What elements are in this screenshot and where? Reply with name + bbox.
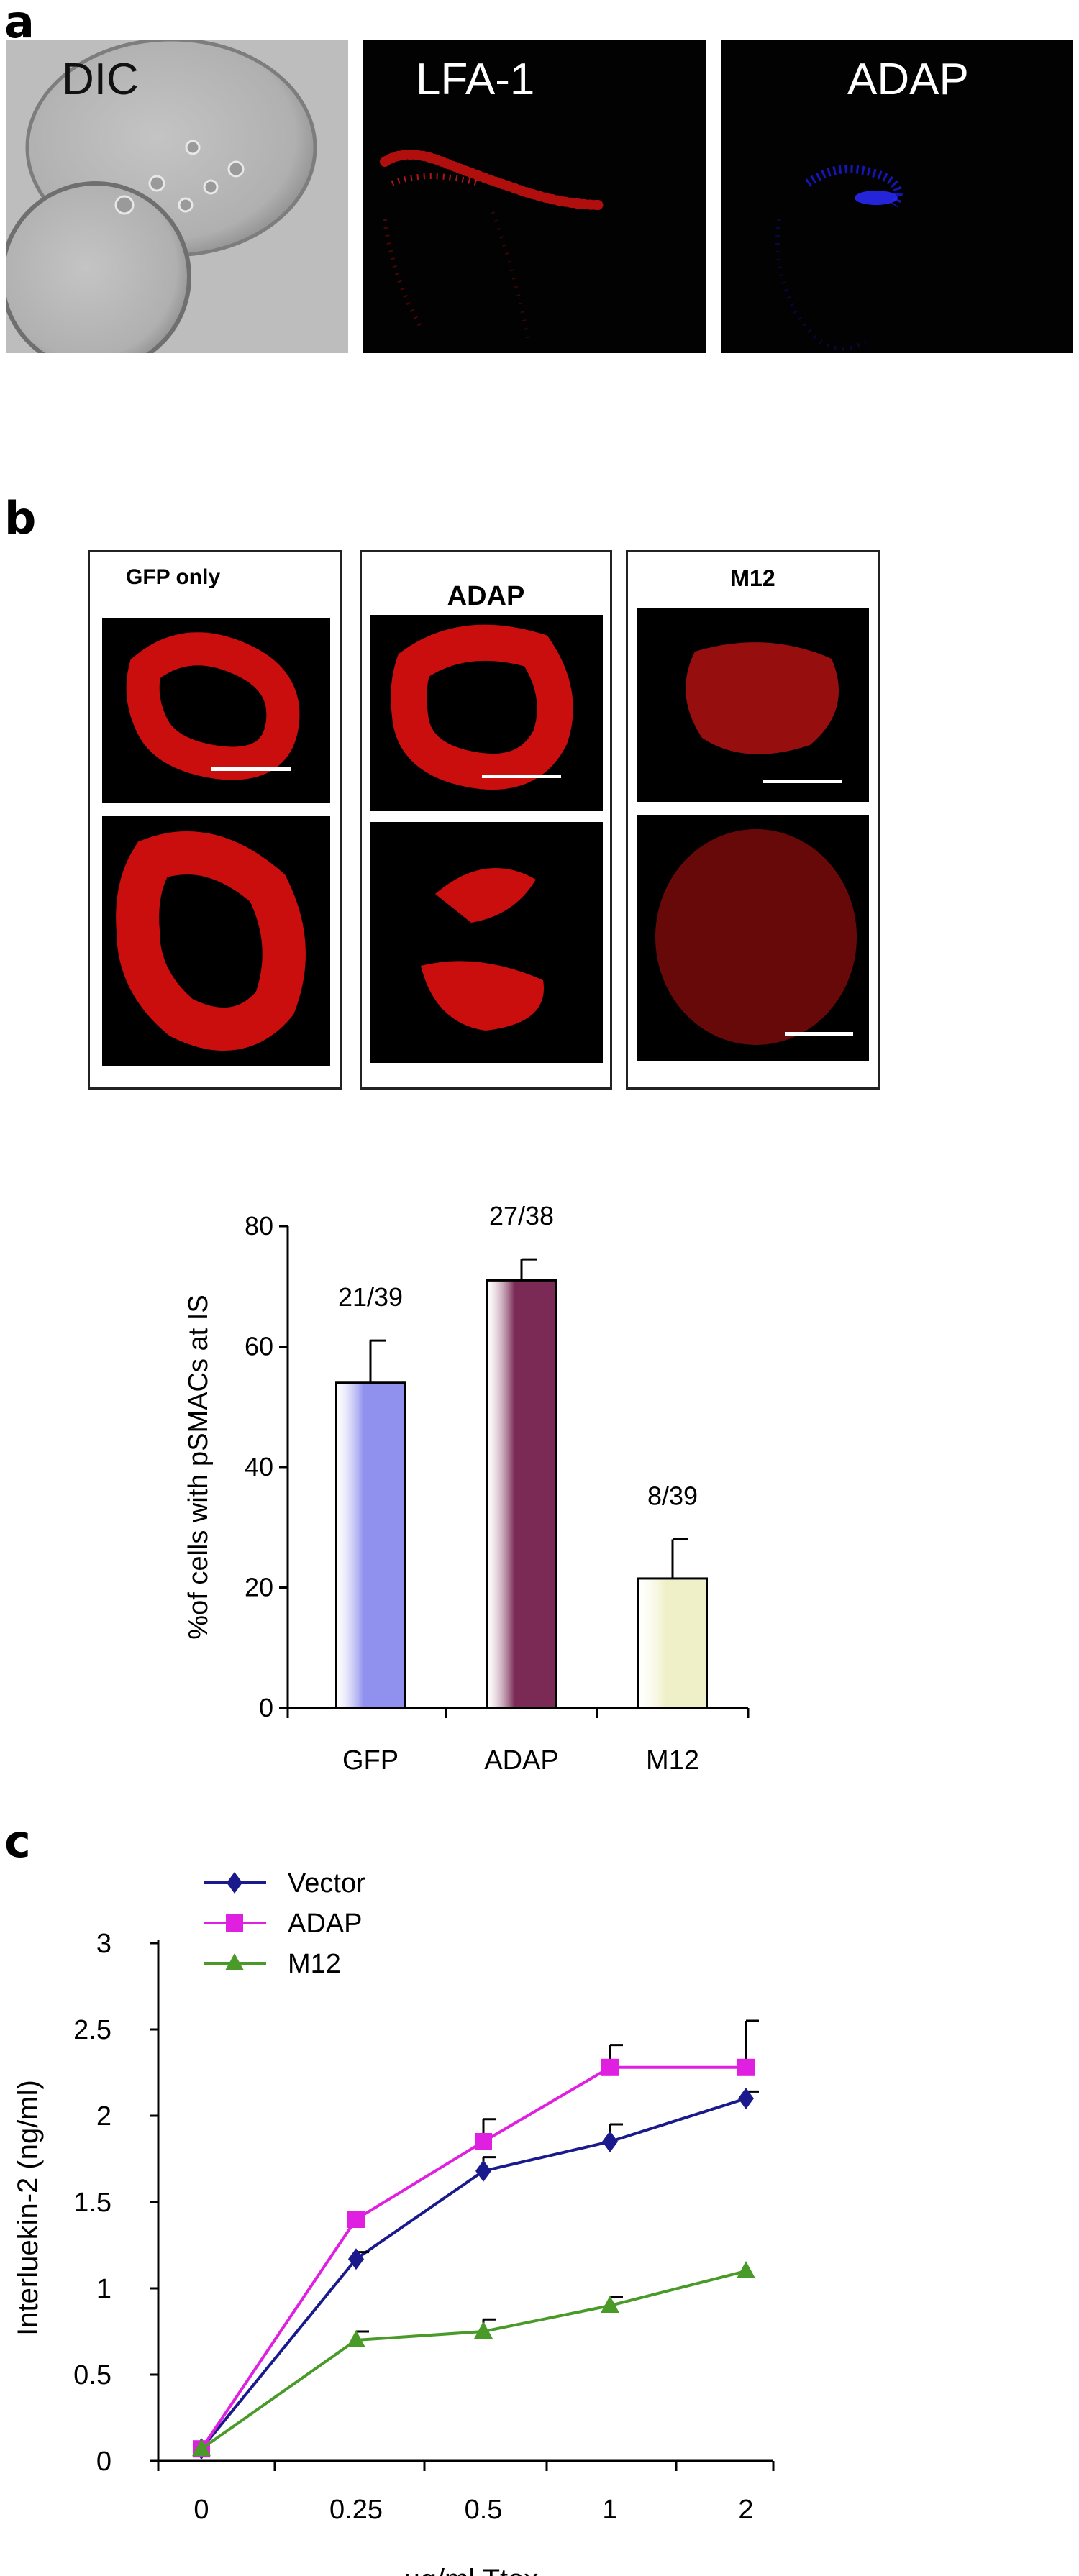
- point-vector: [602, 2131, 618, 2152]
- dic-image: [6, 40, 348, 353]
- scale-bar: [211, 767, 291, 771]
- y-tick-label: 1.5: [73, 2188, 111, 2218]
- legend-label-m12: M12: [288, 1949, 341, 1979]
- lfa1-label: LFA-1: [416, 55, 535, 104]
- bar-m12: [637, 1577, 708, 1709]
- adap-frame: ADAP: [360, 550, 612, 1090]
- legend-marker-adap: [226, 1914, 243, 1932]
- adap-signal-bottom: [421, 868, 544, 1031]
- y-tick-label: 2.5: [73, 2015, 111, 2045]
- y-tick-label: 80: [245, 1211, 273, 1241]
- point-adap: [475, 2133, 492, 2150]
- x-tick-label: GFP: [342, 1745, 399, 1776]
- y-tick-label: 0: [259, 1693, 273, 1722]
- panel-c-letter: c: [4, 1815, 31, 1868]
- x-tick-label: 0.25: [329, 2495, 383, 2525]
- gfp-only-image-top: [102, 618, 330, 803]
- dic-label: DIC: [62, 55, 139, 104]
- gfp-only-signal-bottom: [116, 831, 306, 1051]
- bar-annotation: 21/39: [338, 1282, 403, 1312]
- m12-title: M12: [730, 565, 775, 591]
- y-tick-label: 40: [245, 1452, 273, 1481]
- bar-chart: 0 20 40 60 80 %of cells with pSMACs at IS 21/3…: [183, 1201, 750, 1776]
- lfa1-signal-drawing: [363, 40, 706, 353]
- legend-marker-m12: [225, 1953, 244, 1970]
- x-tick-label: 2: [738, 2495, 753, 2525]
- bar-annotation: 27/38: [489, 1201, 554, 1230]
- point-m12: [347, 2330, 365, 2347]
- bar-gfp: [335, 1381, 406, 1709]
- x-tick-label: 0.5: [465, 2495, 503, 2525]
- gfp-only-signal-top: [126, 632, 300, 780]
- legend-label-vector: Vector: [288, 1868, 365, 1899]
- line-chart: 0 0.5 1 1.5 2 2.5 3 0 0.25 0.5 1 2 µg/ml Ttox Interlu…: [12, 1868, 775, 2576]
- gfp-only-image-bottom: [102, 816, 330, 1066]
- adap-image: [721, 40, 1073, 353]
- m12-signal-top: [686, 642, 839, 754]
- scale-bar: [482, 775, 561, 778]
- y-tick-label: 3: [96, 1929, 111, 1959]
- point-adap: [347, 2211, 365, 2228]
- point-vector: [738, 2088, 754, 2109]
- adap-image-bottom: [370, 822, 603, 1063]
- x-tick-label: 0: [194, 2495, 209, 2525]
- gfp-only-frame: GFP only: [88, 550, 342, 1090]
- y-axis-label: Interluekin-2 (ng/ml): [12, 2080, 44, 2336]
- point-vector: [348, 2248, 364, 2270]
- x-tick-label: ADAP: [484, 1745, 558, 1776]
- y-tick-label: 0.5: [73, 2360, 111, 2390]
- point-m12: [474, 2321, 493, 2339]
- x-axis-label: µg/ml Ttox: [404, 2564, 539, 2576]
- x-tick-label: 1: [602, 2495, 617, 2525]
- y-tick-label: 0: [96, 2447, 111, 2477]
- m12-image-bottom: [637, 815, 869, 1061]
- series-line-m12: [200, 2270, 747, 2450]
- point-adap: [737, 2058, 755, 2076]
- y-tick-label: 1: [96, 2274, 111, 2304]
- y-tick-label: 2: [96, 2101, 111, 2132]
- bar-annotation: 8/39: [647, 1481, 698, 1511]
- point-adap: [601, 2058, 619, 2076]
- y-axis-label: %of cells with pSMACs at IS: [183, 1294, 214, 1639]
- panel-b-letter: b: [4, 492, 37, 544]
- adap-label: ADAP: [847, 55, 969, 104]
- bar-adap: [486, 1279, 557, 1709]
- x-tick-label: M12: [646, 1745, 699, 1776]
- scale-bar: [763, 780, 842, 783]
- point-m12: [192, 2439, 211, 2457]
- point-m12: [737, 2261, 755, 2278]
- point-vector: [475, 2160, 491, 2182]
- gfp-only-title: GFP only: [126, 565, 221, 589]
- point-m12: [601, 2296, 619, 2313]
- adap-signal-drawing: [721, 40, 1073, 353]
- scale-bar: [785, 1032, 853, 1036]
- m12-image-top: [637, 608, 869, 802]
- y-tick-label: 60: [245, 1332, 273, 1361]
- y-tick-label: 20: [245, 1573, 273, 1602]
- series-line-vector: [200, 2097, 747, 2450]
- adap-image-top: [370, 615, 603, 811]
- lfa1-image: [363, 40, 706, 353]
- m12-frame: M12: [626, 550, 880, 1090]
- adap-title: ADAP: [447, 581, 525, 611]
- legend-label-adap: ADAP: [288, 1909, 362, 1939]
- panel-a-letter: a: [4, 0, 35, 48]
- dic-cells-drawing: [6, 40, 348, 353]
- legend-marker-vector: [227, 1872, 242, 1894]
- adap-signal-top: [391, 624, 573, 790]
- m12-signal-bottom: [655, 829, 857, 1045]
